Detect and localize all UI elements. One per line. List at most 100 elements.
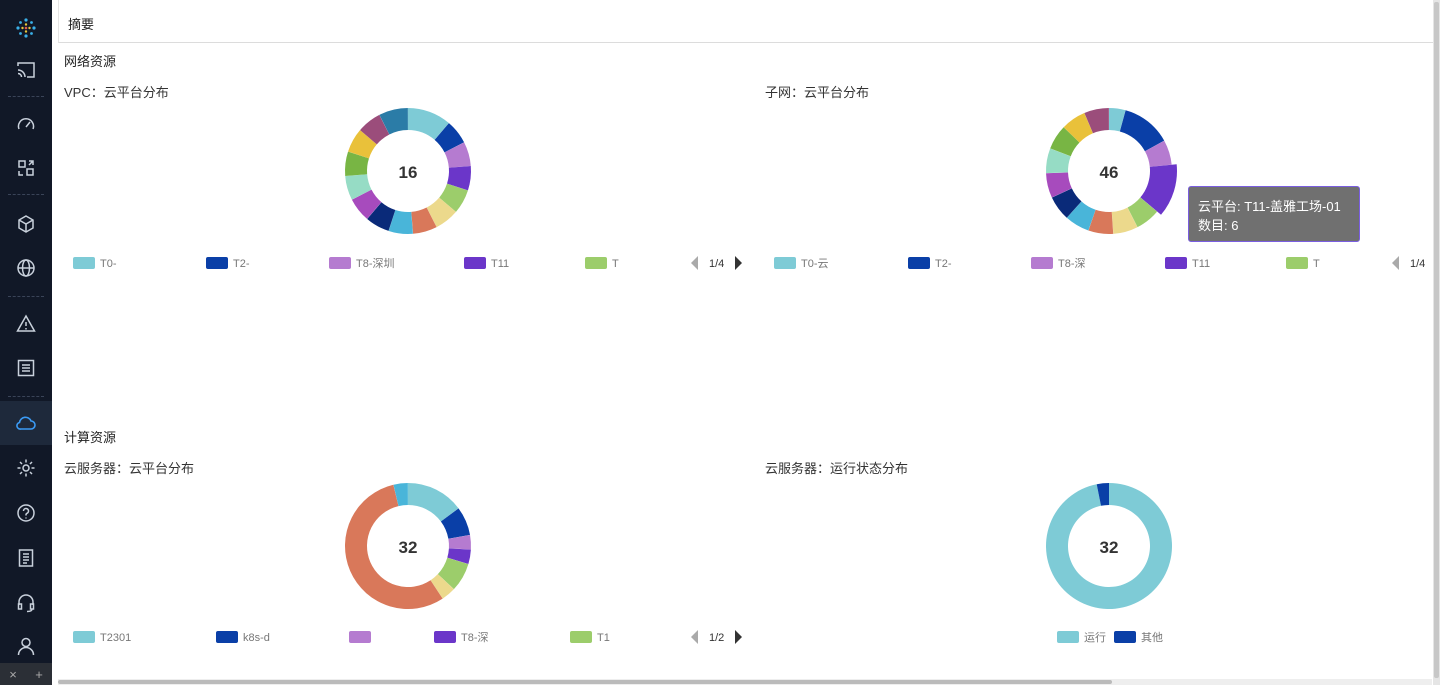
slice-13[interactable]: [360, 114, 390, 145]
slice-5[interactable]: [430, 574, 454, 599]
legend-label-3[interactable]: T8-深: [461, 631, 489, 644]
slice-4[interactable]: [437, 557, 469, 590]
slice-3[interactable]: [1140, 164, 1177, 215]
legend-label-3[interactable]: T11: [491, 258, 509, 270]
legend-next-icon[interactable]: [735, 630, 742, 644]
legend-label-1[interactable]: k8s-d: [243, 632, 270, 644]
cube-icon[interactable]: [0, 202, 52, 246]
slice-3[interactable]: [447, 548, 471, 564]
slice-9[interactable]: [351, 189, 382, 219]
legend-swatch-1[interactable]: [1114, 631, 1136, 643]
slice-6[interactable]: [1088, 209, 1114, 235]
legend-swatch-2[interactable]: [1031, 257, 1053, 269]
legend-swatch-2[interactable]: [349, 631, 371, 643]
legend-swatch-4[interactable]: [585, 257, 607, 269]
legend-label-0[interactable]: T0-: [100, 258, 117, 270]
legend-prev-icon[interactable]: [1392, 256, 1399, 270]
legend-label-0[interactable]: 运行: [1084, 631, 1106, 644]
legend-swatch-0[interactable]: [73, 257, 95, 269]
slice-5[interactable]: [426, 197, 456, 228]
headset-icon[interactable]: [0, 581, 52, 625]
donut-chart-3[interactable]: 32 运行 其他: [1046, 483, 1173, 644]
slice-0[interactable]: [408, 483, 459, 522]
slice-12[interactable]: [348, 130, 377, 159]
legend-swatch-1[interactable]: [216, 631, 238, 643]
legend-swatch-4[interactable]: [570, 631, 592, 643]
alert-icon[interactable]: [0, 302, 52, 346]
slice-1[interactable]: [440, 508, 471, 539]
legend-swatch-3[interactable]: [464, 257, 486, 269]
slice-0[interactable]: [1046, 483, 1173, 609]
slice-10[interactable]: [1045, 148, 1071, 174]
legend-swatch-1[interactable]: [908, 257, 930, 269]
slice-12[interactable]: [1063, 113, 1093, 143]
legend-prev-icon[interactable]: [691, 256, 698, 270]
legend-label-4[interactable]: T1: [597, 632, 610, 644]
legend-label-2[interactable]: T8-深: [1058, 257, 1086, 270]
slice-7[interactable]: [1066, 201, 1096, 231]
slice-1[interactable]: [1096, 483, 1109, 506]
slice-4[interactable]: [1127, 197, 1158, 228]
legend-label-0[interactable]: T0-云: [801, 258, 829, 270]
slice-2[interactable]: [448, 535, 471, 550]
slice-0[interactable]: [408, 108, 449, 140]
legend-label-2[interactable]: T8-深圳: [356, 257, 395, 270]
legend-swatch-1[interactable]: [206, 257, 228, 269]
legend-prev-icon[interactable]: [691, 630, 698, 644]
list-icon[interactable]: [0, 346, 52, 390]
legend-swatch-4[interactable]: [1286, 257, 1308, 269]
slice-3[interactable]: [447, 166, 471, 191]
legend-swatch-0[interactable]: [1057, 631, 1079, 643]
vertical-scrollbar[interactable]: [1433, 0, 1440, 685]
swap-icon[interactable]: [0, 146, 52, 190]
slice-2[interactable]: [444, 142, 471, 168]
slice-7[interactable]: [388, 210, 413, 235]
slice-10[interactable]: [345, 174, 372, 200]
slice-9[interactable]: [1046, 172, 1072, 198]
document-list-icon[interactable]: [0, 536, 52, 580]
add-icon[interactable]: +: [35, 666, 43, 682]
globe-icon[interactable]: [0, 246, 52, 290]
legend-label-1[interactable]: T2-: [233, 258, 250, 270]
legend-swatch-0[interactable]: [774, 257, 796, 269]
slice-0[interactable]: [1109, 108, 1126, 132]
horizontal-scrollbar[interactable]: [58, 679, 1432, 685]
cloud-icon[interactable]: [0, 401, 52, 445]
legend-label-4[interactable]: T: [612, 258, 619, 270]
slice-7[interactable]: [393, 483, 408, 507]
legend-label-3[interactable]: T11: [1192, 258, 1210, 270]
gear-icon[interactable]: [0, 446, 52, 490]
donut-chart-2[interactable]: 32 T2301 k8s-d T8-深 T1 1/2: [73, 483, 742, 644]
slice-11[interactable]: [345, 151, 369, 176]
cast-icon[interactable]: [0, 48, 52, 92]
help-icon[interactable]: [0, 491, 52, 535]
slice-11[interactable]: [1050, 127, 1080, 157]
chart-title-subnet: 子网：云平台分布: [765, 85, 870, 100]
logo-icon[interactable]: [0, 6, 52, 50]
slice-8[interactable]: [367, 202, 396, 231]
legend-swatch-2[interactable]: [329, 257, 351, 269]
dashboard-gauge-icon[interactable]: [0, 102, 52, 146]
legend-swatch-0[interactable]: [73, 631, 95, 643]
legend-next-icon[interactable]: [735, 256, 742, 270]
legend-swatch-3[interactable]: [434, 631, 456, 643]
sidebar-bottom-bar: × +: [0, 663, 52, 685]
slice-4[interactable]: [439, 183, 468, 212]
slice-2[interactable]: [1144, 140, 1172, 167]
legend-label-1[interactable]: 其他: [1141, 631, 1163, 644]
legend-label-1[interactable]: T2-: [935, 258, 952, 270]
close-icon[interactable]: ×: [9, 666, 17, 682]
slice-6[interactable]: [411, 207, 437, 234]
legend-label-0[interactable]: T2301: [100, 632, 131, 644]
slice-8[interactable]: [1051, 188, 1082, 218]
slice-14[interactable]: [379, 108, 408, 135]
donut-chart-0[interactable]: 16 T0- T2- T8-深圳 T11 T 1/4: [73, 108, 742, 270]
slice-13[interactable]: [1084, 108, 1109, 134]
slice-1[interactable]: [434, 123, 465, 153]
slice-6[interactable]: [345, 484, 443, 609]
slice-5[interactable]: [1111, 207, 1138, 234]
legend-label-4[interactable]: T: [1313, 258, 1320, 270]
slice-1[interactable]: [1119, 110, 1165, 152]
user-icon[interactable]: [0, 624, 52, 668]
legend-swatch-3[interactable]: [1165, 257, 1187, 269]
